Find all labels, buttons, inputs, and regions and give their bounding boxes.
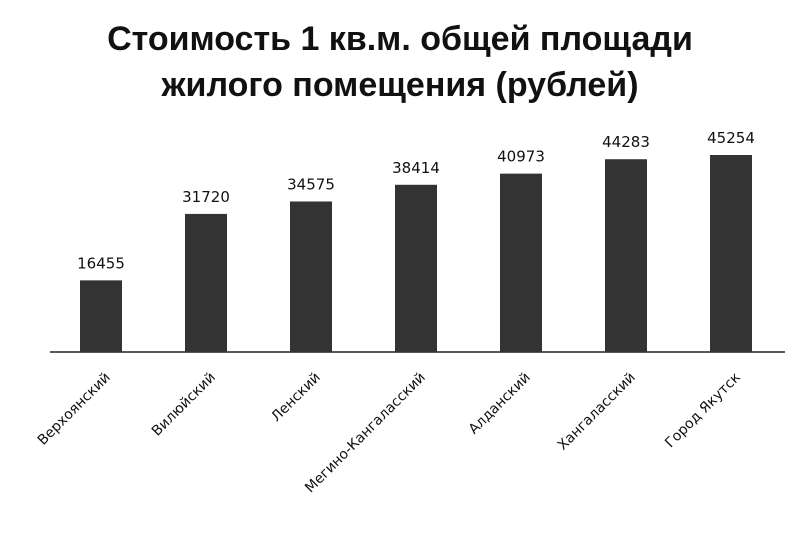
value-label: 44283 bbox=[602, 133, 650, 151]
x-tick-label: Ленский bbox=[268, 370, 324, 426]
x-tick-label: Город Якутск bbox=[662, 370, 744, 452]
x-tick-label: Верхоянский bbox=[35, 370, 114, 449]
value-label: 34575 bbox=[287, 175, 335, 193]
value-label: 40973 bbox=[497, 148, 545, 166]
value-label: 45254 bbox=[707, 129, 755, 147]
bar bbox=[500, 173, 542, 352]
bar bbox=[605, 159, 647, 352]
bar bbox=[185, 213, 227, 352]
bar bbox=[710, 155, 752, 352]
x-tick-label: Мегино-Кангаласский bbox=[302, 370, 429, 497]
x-tick-label: Вилюйский bbox=[149, 370, 219, 440]
value-label: 31720 bbox=[182, 188, 230, 206]
x-tick-label: Алданский bbox=[466, 370, 534, 438]
chart-title: Стоимость 1 кв.м. общей площади bbox=[107, 20, 693, 58]
value-label: 38414 bbox=[392, 159, 440, 177]
bar bbox=[395, 184, 437, 352]
x-tick-label: Хангаласский bbox=[555, 370, 639, 454]
bar bbox=[80, 280, 122, 352]
bar bbox=[290, 201, 332, 352]
value-label: 16455 bbox=[77, 254, 125, 272]
chart-title: жилого помещения (рублей) bbox=[160, 66, 638, 104]
